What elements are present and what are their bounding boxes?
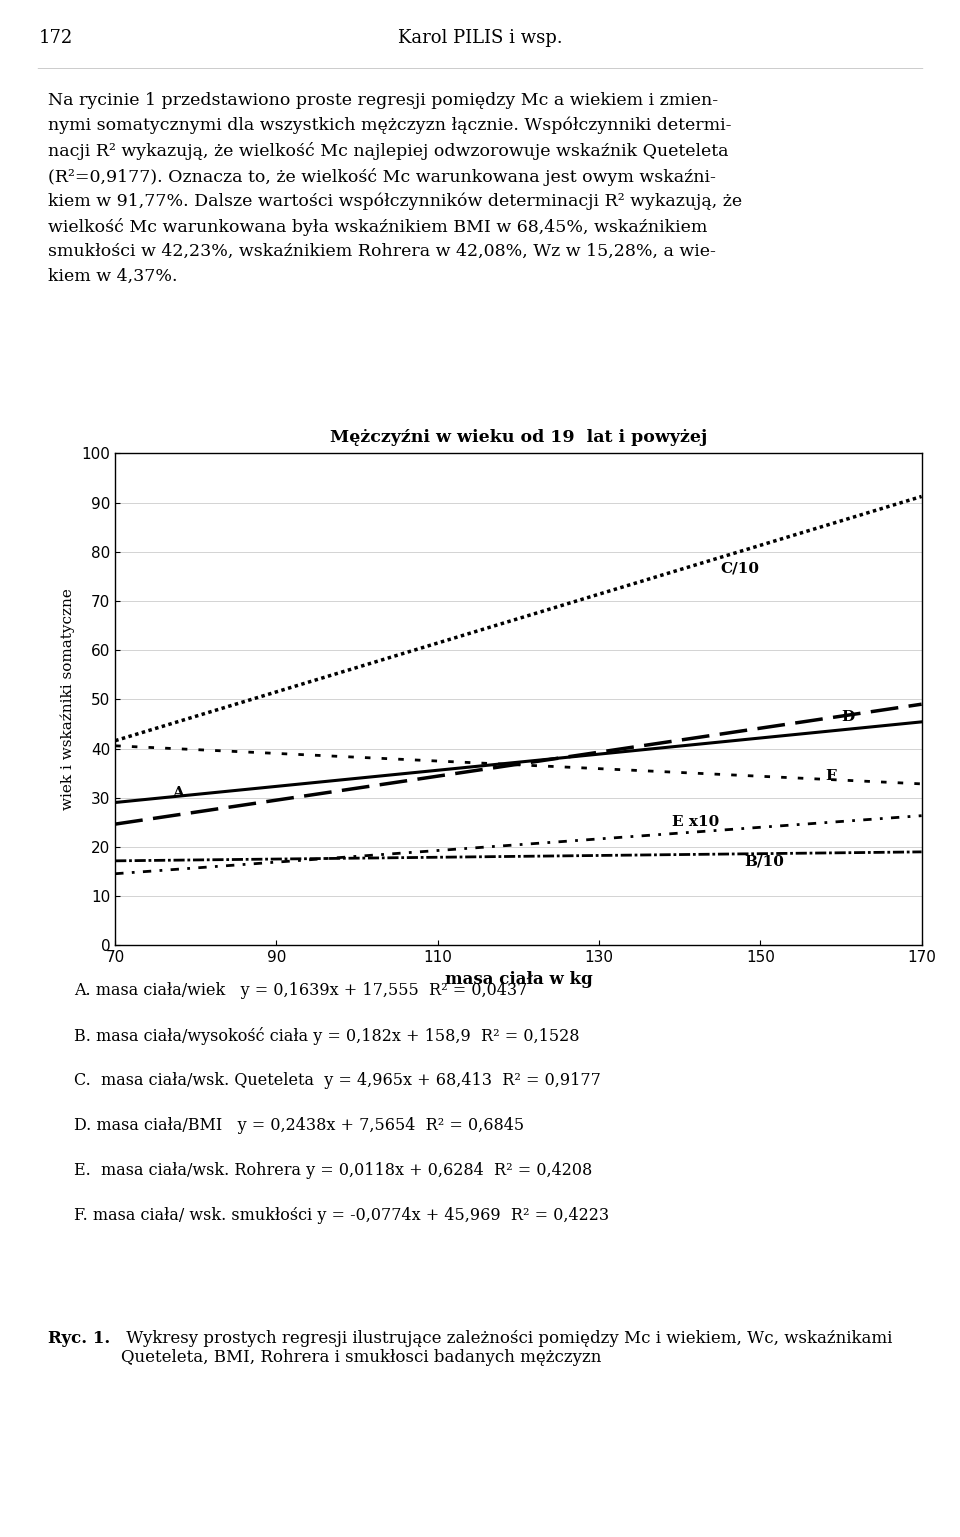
Text: Ryc. 1.: Ryc. 1. [48,1330,110,1346]
X-axis label: masa ciała w kg: masa ciała w kg [444,971,592,988]
Text: 172: 172 [38,29,73,48]
Text: Karol PILIS i wsp.: Karol PILIS i wsp. [397,29,563,48]
Text: A: A [172,785,183,799]
Text: Na rycinie 1 przedstawiono proste regresji pomiędzy Mc a wiekiem i zmien-
nymi s: Na rycinie 1 przedstawiono proste regres… [48,92,742,284]
Text: F: F [825,768,836,782]
Text: B. masa ciała/wysokość ciała y = 0,182x + 158,9  R² = 0,1528: B. masa ciała/wysokość ciała y = 0,182x … [74,1027,580,1045]
Y-axis label: wiek i wskaźniki somatyczne: wiek i wskaźniki somatyczne [60,589,75,810]
Text: C.  masa ciała/wsk. Queteleta  y = 4,965x + 68,413  R² = 0,9177: C. masa ciała/wsk. Queteleta y = 4,965x … [74,1073,601,1090]
Text: E x10: E x10 [672,815,719,830]
Text: Wykresy prostych regresji ilustrujące zależności pomiędzy Mc i wiekiem, Wc, wska: Wykresy prostych regresji ilustrujące za… [121,1330,893,1366]
Text: F. masa ciała/ wsk. smukłości y = -0,0774x + 45,969  R² = 0,4223: F. masa ciała/ wsk. smukłości y = -0,077… [74,1207,609,1223]
Text: A. masa ciała/wiek   y = 0,1639x + 17,555  R² = 0,0437: A. masa ciała/wiek y = 0,1639x + 17,555 … [74,982,527,999]
Text: D. masa ciała/BMI   y = 0,2438x + 7,5654  R² = 0,6845: D. masa ciała/BMI y = 0,2438x + 7,5654 R… [74,1117,524,1134]
Text: D: D [841,710,854,724]
Text: B/10: B/10 [744,855,784,868]
Title: Mężczyźni w wieku od 19  lat i powyżej: Mężczyźni w wieku od 19 lat i powyżej [330,429,707,446]
Text: E.  masa ciała/wsk. Rohrera y = 0,0118x + 0,6284  R² = 0,4208: E. masa ciała/wsk. Rohrera y = 0,0118x +… [74,1162,592,1179]
Text: C/10: C/10 [720,563,759,576]
